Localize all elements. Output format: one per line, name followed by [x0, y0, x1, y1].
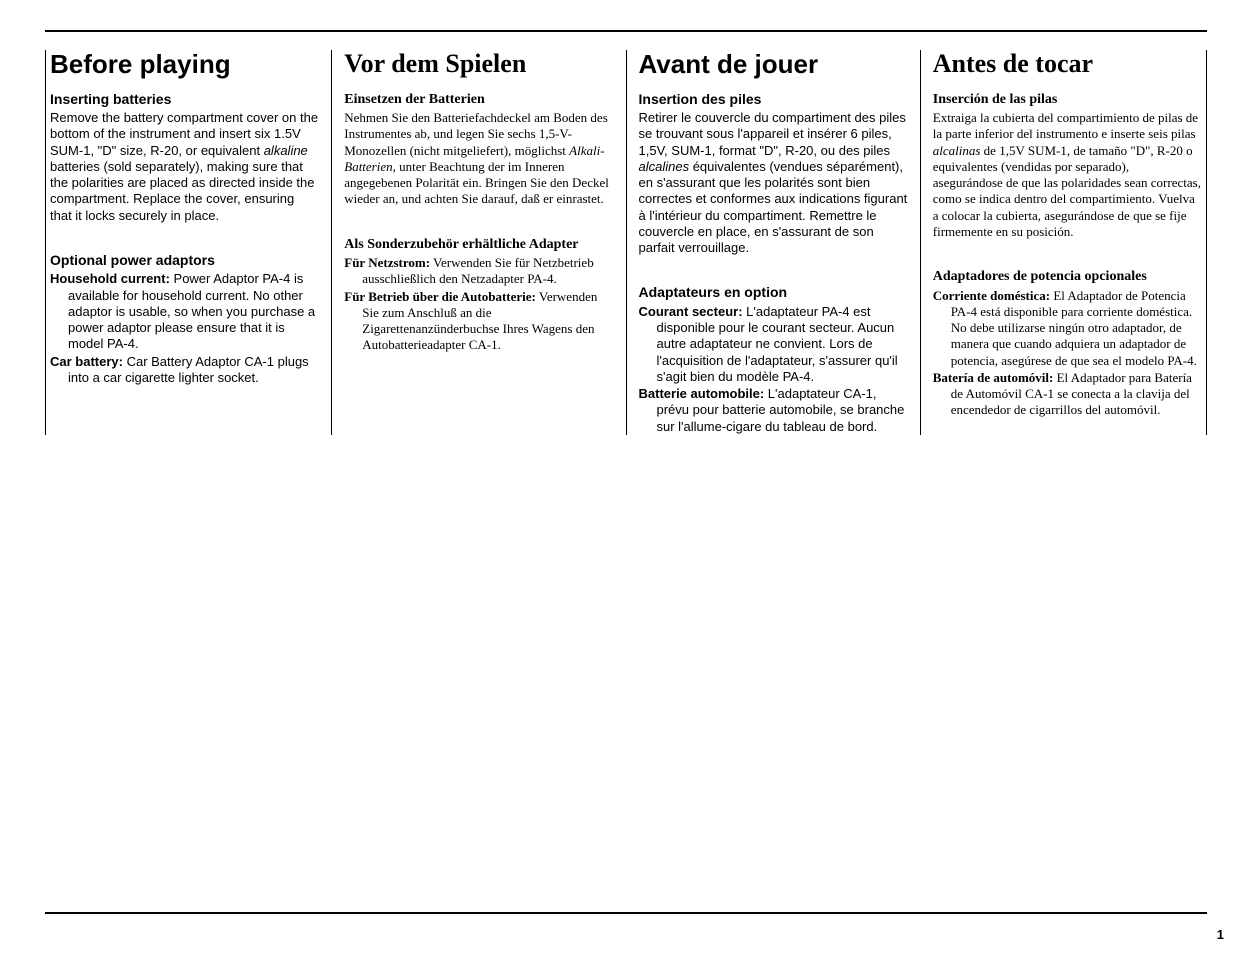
- adaptor-item: Für Netzstrom: Verwenden Sie für Netzbet…: [344, 255, 613, 288]
- title-en: Before playing: [50, 50, 319, 79]
- adaptor-item: Für Betrieb über die Autobatterie: Verwe…: [344, 289, 613, 354]
- title-de: Vor dem Spielen: [344, 50, 613, 79]
- sec2-heading-fr: Adaptateurs en option: [639, 284, 908, 302]
- adaptor-item: Batterie automobile: L'adaptateur CA-1, …: [639, 386, 908, 435]
- sec2-es: Adaptadores de potencia opcionales Corri…: [933, 268, 1202, 419]
- column-en: Before playing Inserting batteries Remov…: [45, 50, 331, 435]
- title-es: Antes de tocar: [933, 50, 1202, 79]
- adaptor-item: Batería de automóvil: El Adaptador para …: [933, 370, 1202, 419]
- sec1-body-es: Extraiga la cubierta del compartimiento …: [933, 110, 1202, 240]
- adaptor-label: Batterie automobile:: [639, 386, 765, 401]
- adaptor-item: Car battery: Car Battery Adaptor CA-1 pl…: [50, 354, 319, 387]
- bottom-rule: [45, 912, 1207, 914]
- sec1-heading-es: Inserción de las pilas: [933, 91, 1202, 109]
- sec1-body-de: Nehmen Sie den Batteriefachdeckel am Bod…: [344, 110, 613, 208]
- adaptor-label: Courant secteur:: [639, 304, 743, 319]
- sec1-body-fr: Retirer le couvercle du compartiment des…: [639, 110, 908, 256]
- sec1-heading-fr: Insertion des piles: [639, 91, 908, 109]
- sec1-heading-de: Einsetzen der Batterien: [344, 91, 613, 109]
- adaptor-label: Car battery:: [50, 354, 123, 369]
- title-fr: Avant de jouer: [639, 50, 908, 79]
- language-columns: Before playing Inserting batteries Remov…: [45, 50, 1207, 435]
- column-es: Antes de tocar Inserción de las pilas Ex…: [920, 50, 1207, 435]
- adaptor-item: Corriente doméstica: El Adaptador de Pot…: [933, 288, 1202, 369]
- sec2-heading-de: Als Sonderzubehör erhältliche Adapter: [344, 236, 613, 254]
- sec2-de: Als Sonderzubehör erhältliche Adapter Fü…: [344, 236, 613, 354]
- adaptor-item: Household current: Power Adaptor PA-4 is…: [50, 271, 319, 352]
- manual-page: Before playing Inserting batteries Remov…: [0, 0, 1252, 435]
- top-rule: [45, 30, 1207, 32]
- sec2-heading-es: Adaptadores de potencia opcionales: [933, 268, 1202, 286]
- adaptor-item: Courant secteur: L'adaptateur PA-4 est d…: [639, 304, 908, 385]
- column-de: Vor dem Spielen Einsetzen der Batterien …: [331, 50, 625, 435]
- sec2-heading-en: Optional power adaptors: [50, 252, 319, 270]
- page-number: 1: [1217, 927, 1224, 942]
- sec2-fr: Adaptateurs en option Courant secteur: L…: [639, 284, 908, 435]
- adaptor-label: Corriente doméstica:: [933, 288, 1050, 303]
- adaptor-label: Household current:: [50, 271, 170, 286]
- adaptor-label: Für Netzstrom:: [344, 255, 430, 270]
- sec2-en: Optional power adaptors Household curren…: [50, 252, 319, 386]
- sec1-body-en: Remove the battery compartment cover on …: [50, 110, 319, 224]
- sec1-heading-en: Inserting batteries: [50, 91, 319, 109]
- adaptor-label: Für Betrieb über die Autobatterie:: [344, 289, 536, 304]
- adaptor-label: Batería de automóvil:: [933, 370, 1054, 385]
- column-fr: Avant de jouer Insertion des piles Retir…: [626, 50, 920, 435]
